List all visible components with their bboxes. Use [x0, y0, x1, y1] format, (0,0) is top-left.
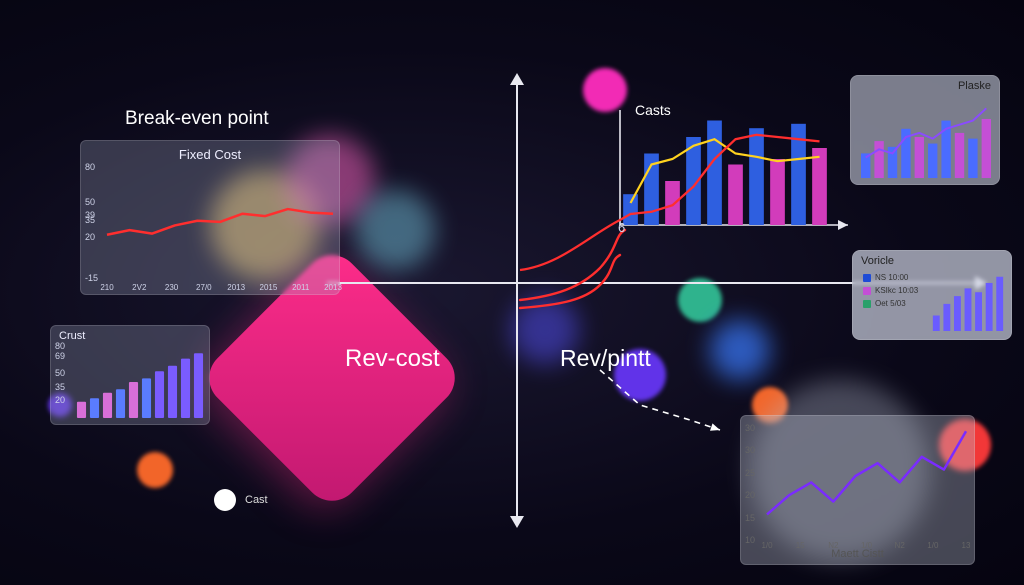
maett-line [741, 416, 976, 566]
cast-dot-label: Cast [245, 494, 268, 506]
crust-bars [51, 326, 211, 426]
break-even-label: Break-even point [125, 108, 269, 130]
infographic-stage: Break-even point Rev-cost Rev/pintt Cast… [0, 0, 1024, 585]
fixed-cost-chart: Fixed Cost -1520353950802102V223027/0201… [80, 140, 340, 295]
fixed-cost-line [81, 141, 341, 296]
mainbar-start-label: 6 [618, 220, 625, 235]
rev-cost-label: Rev-cost [345, 345, 440, 373]
maett-title: Maett Cistt [831, 548, 884, 560]
plaske-bars [851, 76, 1001, 186]
crust-chart: Crust 2035506980 [50, 325, 210, 425]
cast-dot [214, 489, 236, 511]
variable-chart: Voricle NS 10:00KSIkc 10:03Oet 5/03 [852, 250, 1012, 340]
variable-bars [853, 251, 1013, 341]
casts-label: Casts [635, 102, 671, 118]
rev-pintt-label: Rev/pintt [560, 345, 651, 372]
maett-chart: Maett Cistt 1015202530301/015N21/0N21/01… [740, 415, 975, 565]
plaske-chart: Plaske [850, 75, 1000, 185]
